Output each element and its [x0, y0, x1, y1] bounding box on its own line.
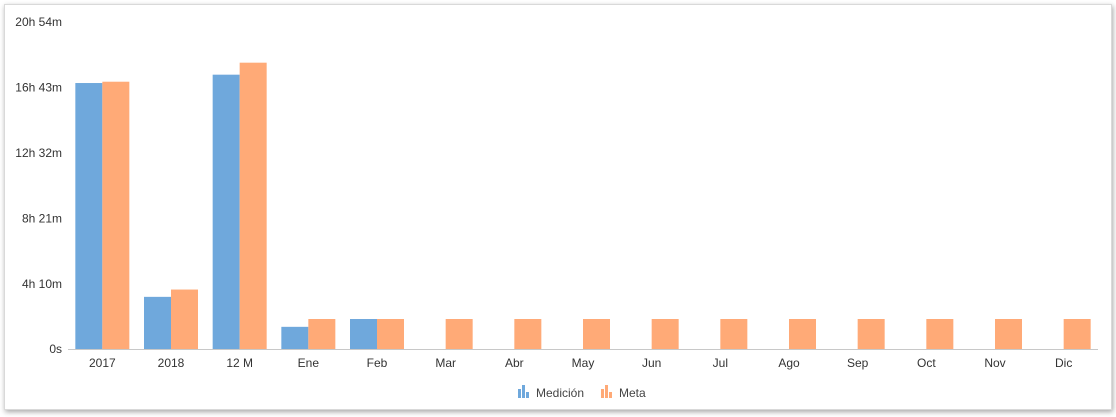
- x-tick-label: Abr: [505, 356, 524, 370]
- bar-meta[interactable]: [651, 319, 679, 349]
- bar-medicion[interactable]: [350, 319, 377, 349]
- bar-meta[interactable]: [583, 319, 610, 349]
- bar-meta[interactable]: [789, 319, 816, 349]
- x-tick-label: 2017: [89, 356, 116, 370]
- bar-meta[interactable]: [239, 62, 267, 350]
- bar-medicion[interactable]: [144, 296, 171, 349]
- x-tick-label: Jul: [713, 356, 728, 370]
- bar-meta[interactable]: [171, 289, 198, 349]
- x-tick-label: Feb: [367, 356, 388, 370]
- x-tick-label: 12 M: [226, 356, 253, 370]
- x-tick-label: May: [572, 356, 595, 370]
- bar-chart-icon: [518, 385, 529, 398]
- bar-meta[interactable]: [995, 319, 1022, 349]
- x-tick-label: Oct: [917, 356, 936, 370]
- y-tick-label: 8h 21m: [22, 211, 62, 225]
- bars: [75, 62, 1091, 350]
- x-axis-labels: 2017 2018 12 M Ene Feb Mar Abr May Jun Jul Ago Sep O…: [89, 356, 1072, 370]
- x-tick-label: Dic: [1055, 356, 1072, 370]
- bar-medicion[interactable]: [281, 326, 309, 349]
- bar-meta[interactable]: [857, 319, 885, 349]
- legend-item-meta[interactable]: Meta: [601, 385, 646, 400]
- bar-meta[interactable]: [445, 319, 473, 349]
- legend-label: Meta: [619, 386, 646, 400]
- y-tick-label: 16h 43m: [15, 80, 62, 94]
- y-tick-label: 4h 10m: [22, 277, 62, 291]
- y-tick-label: 20h 54m: [15, 15, 62, 29]
- bar-medicion[interactable]: [75, 83, 103, 350]
- x-tick-label: Ago: [778, 356, 800, 370]
- y-tick-label: 0s: [49, 342, 62, 356]
- x-tick-label: Ene: [298, 356, 320, 370]
- x-tick-label: Sep: [847, 356, 869, 370]
- bar-meta[interactable]: [926, 319, 954, 349]
- bar-meta[interactable]: [308, 319, 336, 349]
- x-tick-label: Jun: [642, 356, 661, 370]
- bar-meta[interactable]: [1063, 319, 1091, 349]
- x-tick-label: Mar: [435, 356, 456, 370]
- bar-meta[interactable]: [514, 319, 542, 349]
- bar-chart-icon: [601, 385, 612, 398]
- y-tick-label: 12h 32m: [15, 146, 62, 160]
- y-axis-labels: 0s 4h 10m 8h 21m 12h 32m 16h 43m 20h 54m: [15, 15, 62, 356]
- bar-meta[interactable]: [377, 319, 404, 349]
- x-tick-label: 2018: [158, 356, 185, 370]
- bar-medicion[interactable]: [212, 74, 240, 349]
- bar-meta[interactable]: [720, 319, 748, 349]
- legend-label: Medición: [536, 386, 584, 400]
- legend-item-medicion[interactable]: Medición: [518, 385, 584, 400]
- x-tick-label: Nov: [984, 356, 1005, 370]
- legend: Medición Meta: [518, 385, 646, 400]
- bar-meta[interactable]: [102, 81, 130, 350]
